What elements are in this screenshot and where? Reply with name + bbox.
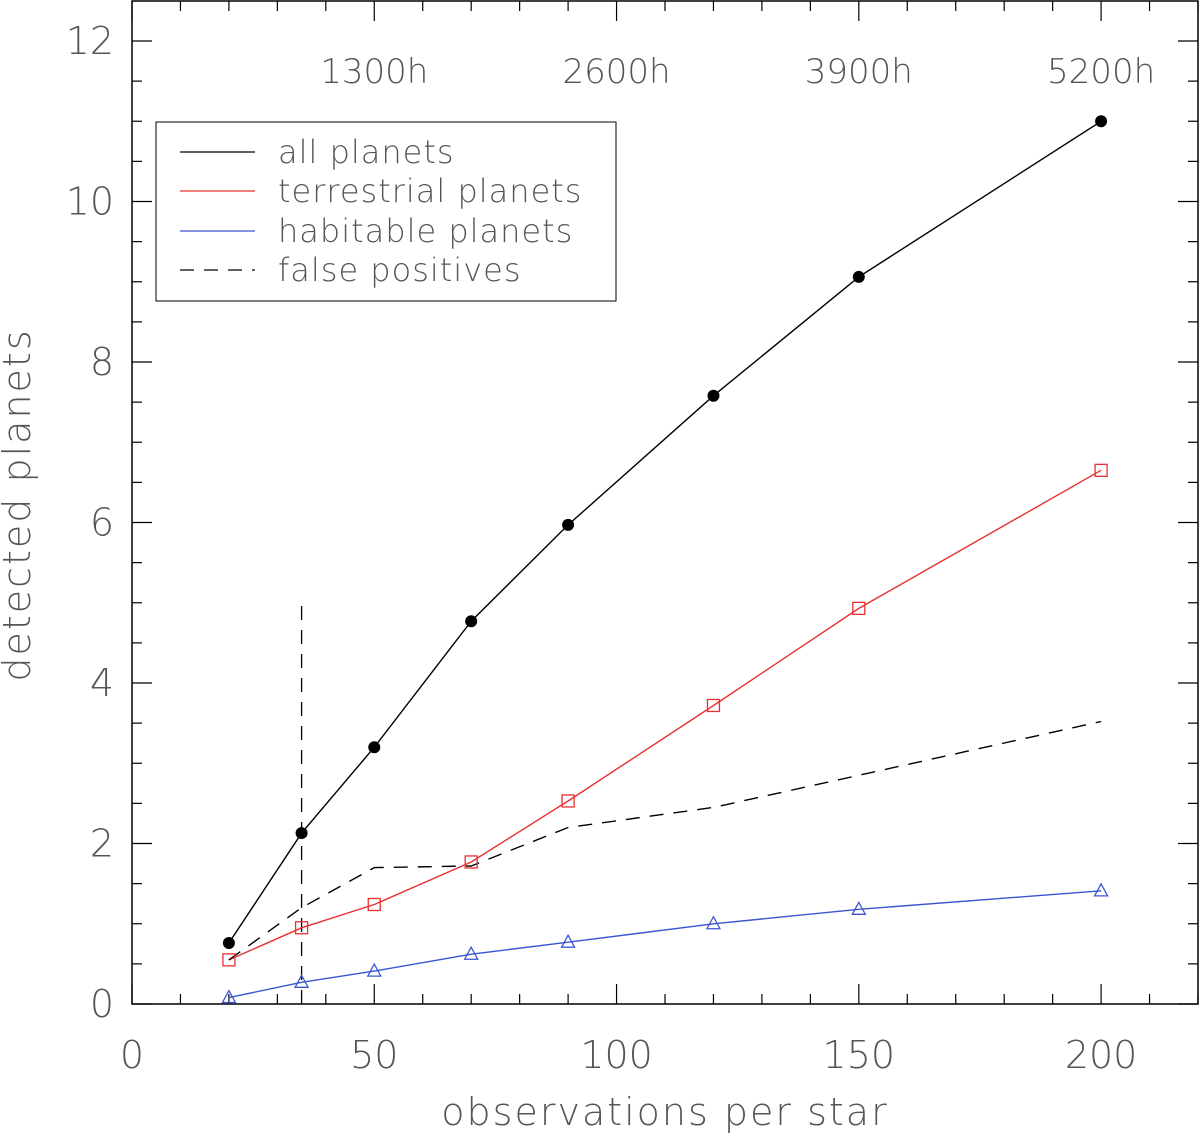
series-line-terrestrial-planets (228, 469, 1102, 961)
point-habitable-planets (705, 915, 722, 930)
x-tick-label: 0 (120, 1033, 144, 1077)
x-tick-label: 200 (1065, 1033, 1138, 1077)
y-tick-labels: 0 2 4 6 8 10 12 (66, 19, 114, 1026)
point-all-planets (562, 518, 575, 531)
axis-ticks (131, 1, 1199, 1005)
top-annotation-label: 5200h (1047, 52, 1155, 92)
point-habitable-planets (293, 973, 310, 988)
y-tick-label: 4 (90, 661, 114, 705)
y-axis-title: detected planets (0, 328, 39, 681)
top-annotation-label: 3900h (805, 52, 913, 92)
y-tick-label: 12 (66, 19, 114, 63)
y-tick-label: 8 (90, 340, 114, 384)
point-habitable-planets (366, 962, 382, 977)
legend: all planets terrestrial planets habitabl… (155, 121, 617, 302)
y-tick-label: 0 (90, 982, 114, 1026)
top-annotation-label: 1300h (320, 52, 428, 92)
point-habitable-planets (463, 945, 479, 960)
point-habitable-planets (560, 933, 576, 948)
x-tick-label: 150 (823, 1033, 896, 1077)
point-terrestrial-planets (1094, 463, 1108, 477)
x-tick-label: 50 (350, 1033, 398, 1077)
series-lines (228, 120, 1102, 999)
point-terrestrial-planets (367, 897, 381, 912)
point-terrestrial-planets (561, 794, 575, 808)
y-tick-label: 2 (90, 822, 114, 866)
point-all-planets (222, 937, 235, 950)
point-all-planets (368, 741, 381, 754)
legend-label-all-planets: all planets (278, 133, 455, 171)
point-all-planets (707, 389, 720, 402)
point-terrestrial-planets (852, 601, 866, 616)
series-line-false-positives (228, 720, 1102, 961)
point-terrestrial-planets (706, 698, 721, 713)
top-annotations: 1300h 2600h 3900h 5200h (320, 52, 1155, 92)
y-tick-label: 10 (66, 180, 114, 224)
point-habitable-planets (221, 989, 237, 1004)
point-terrestrial-planets (294, 921, 309, 935)
point-all-planets (1095, 115, 1108, 128)
point-terrestrial-planets (464, 855, 478, 869)
legend-label-habitable-planets: habitable planets (278, 212, 573, 250)
x-tick-label: 100 (580, 1033, 653, 1077)
y-tick-label: 6 (90, 501, 114, 545)
point-habitable-planets (851, 900, 867, 915)
series-line-habitable-planets (228, 890, 1102, 999)
series-line-all-planets (228, 120, 1102, 944)
legend-label-false-positives: false positives (278, 251, 521, 289)
point-terrestrial-planets (222, 953, 236, 967)
legend-label-terrestrial-planets: terrestrial planets (278, 172, 582, 210)
top-annotation-label: 2600h (563, 52, 671, 92)
x-tick-labels: 0 50 100 150 200 (120, 1033, 1137, 1077)
point-habitable-planets (1093, 882, 1109, 897)
series-markers (221, 115, 1109, 1004)
x-axis-title: observations per star (441, 1090, 888, 1134)
point-all-planets (465, 615, 478, 628)
point-all-planets (295, 827, 308, 840)
point-all-planets (852, 270, 865, 283)
